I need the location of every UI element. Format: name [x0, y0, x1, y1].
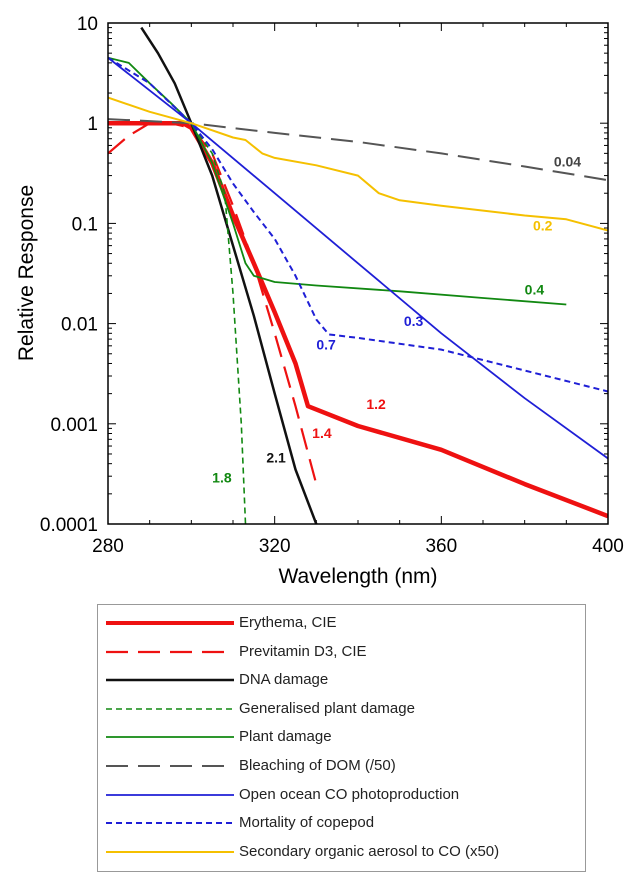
legend-label: DNA damage	[239, 671, 329, 689]
series-value-label-3: 1.8	[212, 469, 232, 485]
series-line-0	[108, 120, 608, 519]
series-line-5	[108, 118, 608, 182]
legend-swatch	[106, 650, 234, 653]
y-tick-label: 1	[87, 114, 98, 135]
y-tick-label: 0.001	[50, 415, 98, 436]
chart: 1.2 1.4 2.1 1.8 0.4 0.04 0.3 0.7 0.2 280 320 360 40…	[15, 14, 624, 588]
legend-swatch	[106, 736, 234, 739]
legend-label: Plant damage	[239, 728, 332, 746]
series-value-label-6: 0.3	[404, 313, 424, 329]
series-value-label-1: 1.4	[312, 425, 332, 441]
y-tick-label: 0.1	[72, 214, 98, 235]
legend-item: Previtamin D3, CIE	[98, 641, 585, 665]
legend-swatch	[106, 793, 234, 796]
series-value-label-7: 0.7	[316, 337, 336, 353]
series-value-label-8: 0.2	[533, 217, 553, 233]
legend-label: Mortality of copepod	[239, 814, 375, 832]
legend-swatch	[106, 707, 234, 710]
series-value-label-2: 2.1	[266, 450, 286, 466]
tick-marks	[107, 23, 609, 525]
plot-frame	[107, 22, 609, 525]
series-layer	[108, 26, 608, 524]
y-tick-label: 0.0001	[40, 515, 98, 536]
y-tick-label: 10	[77, 14, 98, 35]
legend-item: Generalised plant damage	[98, 698, 585, 722]
legend-swatch	[106, 822, 234, 825]
series-line-6	[108, 56, 608, 460]
series-line-1	[108, 122, 318, 485]
legend-swatch	[106, 765, 234, 767]
legend-swatch	[106, 678, 234, 682]
series-line-7	[108, 56, 608, 393]
legend-item: Bleaching of DOM (/50)	[98, 755, 585, 779]
series-value-label-0: 1.2	[366, 396, 386, 412]
x-tick-label: 360	[425, 536, 457, 557]
series-line-3	[108, 57, 247, 524]
series-line-2	[140, 26, 318, 524]
legend-item: Open ocean CO photoproduction	[98, 784, 585, 808]
legend-item: Plant damage	[98, 726, 585, 750]
series-value-label-4: 0.4	[525, 282, 545, 298]
x-tick-label: 320	[259, 536, 291, 557]
legend-swatch	[106, 621, 234, 625]
legend: Erythema, CIE Previtamin D3, CIE DNA damag…	[97, 604, 586, 872]
series-line-4	[108, 56, 567, 306]
series-labels: 1.2 1.4 2.1 1.8 0.4 0.04 0.3 0.7 0.2	[212, 153, 581, 485]
series-line-8	[108, 96, 608, 232]
legend-item: Erythema, CIE	[98, 612, 585, 636]
x-tick-label: 400	[592, 536, 624, 557]
legend-label: Bleaching of DOM (/50)	[239, 757, 396, 774]
legend-label: Open ocean CO photoproduction	[239, 785, 460, 803]
legend-swatch	[106, 850, 234, 853]
legend-label: Secondary organic aerosol to CO (x50)	[239, 842, 500, 860]
tick-labels: 280 320 360 400 10 1 0.1 0.01 0.001 0.0001	[40, 14, 624, 557]
x-axis-label: Wavelength (nm)	[278, 565, 437, 588]
legend-item: Mortality of copepod	[98, 812, 585, 836]
legend-item: Secondary organic aerosol to CO (x50)	[98, 841, 585, 865]
legend-label: Previtamin D3, CIE	[239, 642, 367, 660]
legend-label: Generalised plant damage	[239, 699, 415, 717]
y-axis-label: Relative Response	[15, 185, 38, 361]
y-tick-label: 0.01	[61, 315, 98, 336]
legend-label: Erythema, CIE	[239, 614, 337, 631]
legend-item: DNA damage	[98, 669, 585, 693]
series-value-label-5: 0.04	[554, 153, 581, 169]
x-tick-label: 280	[92, 536, 124, 557]
